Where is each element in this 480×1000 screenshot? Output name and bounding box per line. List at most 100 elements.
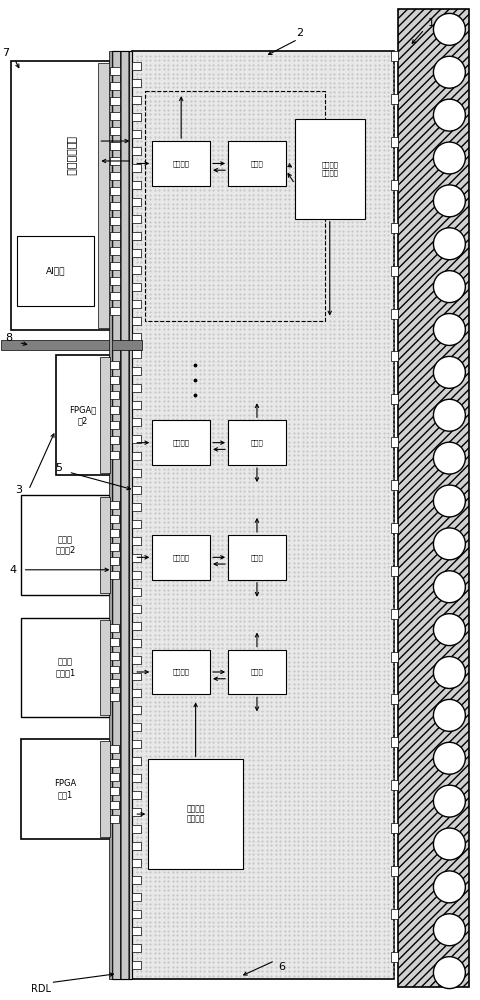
Bar — [110, 82, 120, 90]
Bar — [132, 232, 141, 240]
Circle shape — [432, 442, 464, 474]
Bar — [110, 187, 120, 195]
Bar — [390, 266, 396, 276]
Circle shape — [432, 356, 464, 388]
Text: 2: 2 — [296, 28, 303, 38]
Bar — [390, 652, 396, 662]
Circle shape — [432, 142, 464, 174]
Bar — [100, 497, 110, 593]
Bar — [110, 815, 119, 823]
Bar — [132, 554, 141, 562]
Bar — [132, 384, 141, 392]
Bar — [390, 309, 396, 319]
Bar — [390, 780, 396, 790]
Text: FPGA
裸片1: FPGA 裸片1 — [54, 779, 76, 799]
Circle shape — [432, 56, 464, 88]
Bar — [110, 112, 120, 120]
Bar — [110, 292, 120, 300]
Text: 路由器: 路由器 — [250, 669, 263, 675]
Bar — [132, 689, 141, 697]
Bar — [110, 376, 119, 384]
Text: 4: 4 — [9, 565, 16, 575]
Bar — [109, 51, 112, 979]
Bar — [132, 622, 141, 630]
Bar — [390, 394, 396, 404]
Bar — [390, 737, 396, 747]
Bar — [110, 127, 120, 135]
Bar — [132, 317, 141, 325]
Text: AI引擎: AI引擎 — [46, 266, 65, 275]
Bar — [110, 142, 120, 150]
Bar — [110, 307, 120, 315]
Bar — [132, 79, 141, 87]
Text: 传输框架
互连框架: 传输框架 互连框架 — [186, 804, 204, 824]
Bar — [110, 543, 119, 551]
Bar — [110, 773, 119, 781]
Bar — [98, 63, 110, 328]
Circle shape — [432, 13, 464, 45]
Bar — [390, 223, 396, 233]
Circle shape — [432, 914, 464, 946]
Circle shape — [432, 314, 464, 345]
Bar — [132, 910, 141, 918]
Bar — [132, 723, 141, 731]
Bar — [390, 51, 396, 61]
Bar — [100, 620, 110, 715]
Text: 路由器: 路由器 — [250, 160, 263, 167]
Bar — [132, 401, 141, 409]
Bar — [100, 741, 110, 837]
Bar — [390, 351, 396, 361]
Bar — [132, 571, 141, 579]
Bar — [152, 141, 210, 186]
Bar — [132, 503, 141, 511]
Bar — [390, 694, 396, 704]
Bar — [132, 469, 141, 477]
Bar — [132, 825, 141, 833]
Bar — [110, 202, 120, 210]
Circle shape — [432, 828, 464, 860]
Bar — [110, 67, 120, 75]
Text: 6: 6 — [278, 962, 285, 972]
Bar — [228, 420, 285, 465]
Bar — [132, 757, 141, 765]
Bar — [110, 157, 120, 165]
Bar — [110, 801, 119, 809]
Text: 网络接口: 网络接口 — [172, 439, 189, 446]
Bar — [132, 673, 141, 680]
Circle shape — [432, 185, 464, 217]
Bar — [132, 51, 393, 979]
Bar — [110, 679, 119, 687]
Bar — [21, 495, 110, 595]
Bar — [110, 421, 119, 429]
Text: 5: 5 — [55, 463, 62, 473]
Bar — [390, 94, 396, 104]
Bar — [110, 759, 119, 767]
Bar — [110, 787, 119, 795]
Text: 1: 1 — [427, 18, 434, 28]
Bar — [110, 666, 119, 673]
Circle shape — [432, 228, 464, 260]
Bar — [132, 944, 141, 952]
Bar — [110, 515, 119, 523]
Bar — [132, 706, 141, 714]
Bar — [145, 91, 324, 321]
Bar — [100, 357, 110, 473]
Bar — [132, 164, 141, 172]
Circle shape — [432, 699, 464, 731]
Circle shape — [432, 742, 464, 774]
Circle shape — [432, 614, 464, 646]
Bar — [132, 418, 141, 426]
Bar — [11, 61, 110, 330]
Bar — [132, 927, 141, 935]
Bar — [152, 650, 210, 694]
Bar — [228, 535, 285, 580]
Bar — [132, 520, 141, 528]
Bar — [110, 262, 120, 270]
Text: 8: 8 — [5, 333, 12, 343]
Circle shape — [432, 399, 464, 431]
Bar — [132, 774, 141, 782]
Bar — [132, 62, 141, 70]
Bar — [148, 759, 242, 869]
Bar — [132, 113, 141, 121]
Bar — [390, 480, 396, 490]
